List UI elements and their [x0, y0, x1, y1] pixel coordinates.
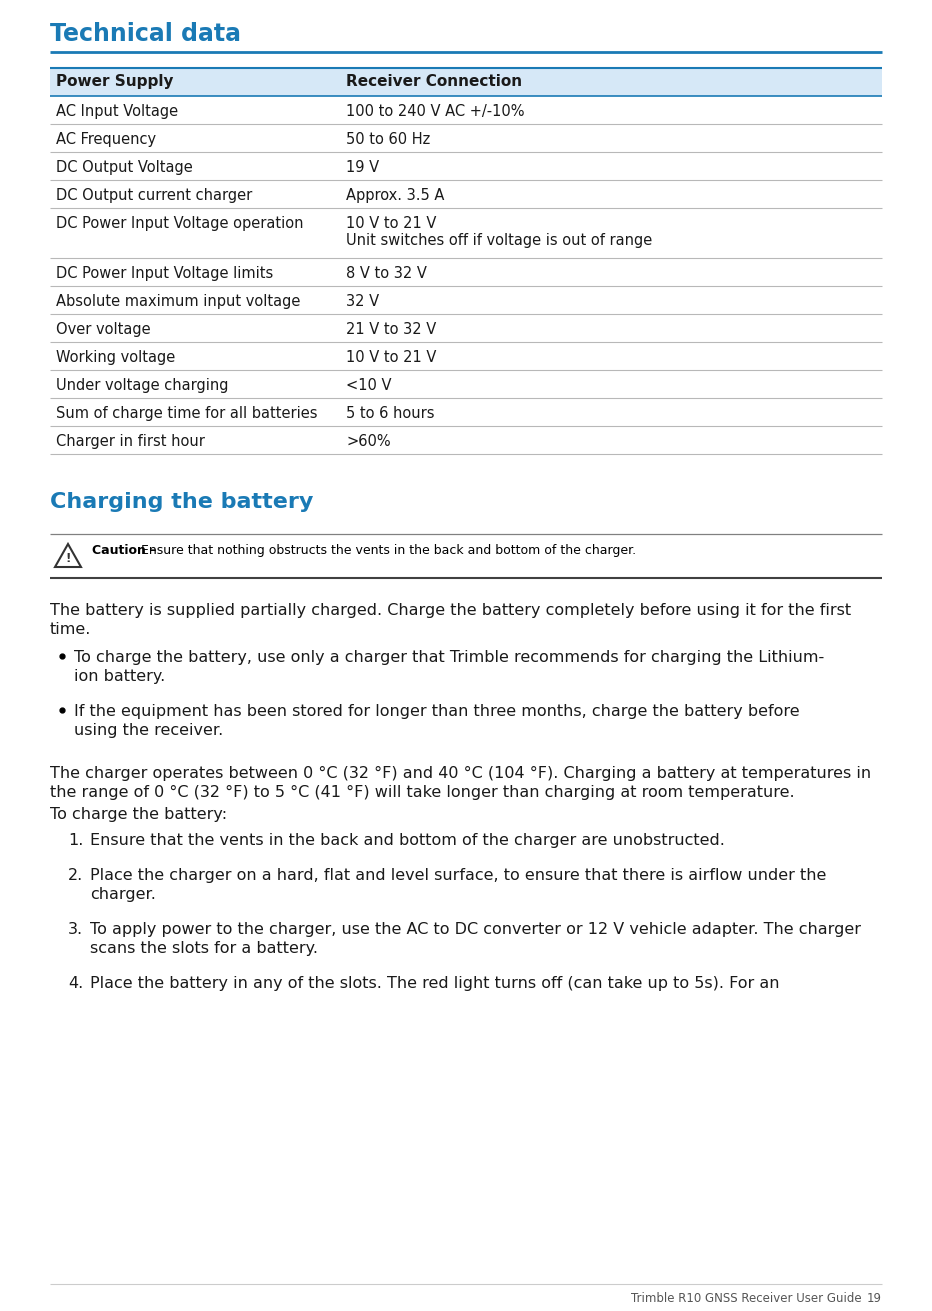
Text: !: ! [65, 552, 71, 565]
Text: To charge the battery:: To charge the battery: [50, 808, 227, 822]
Text: AC Input Voltage: AC Input Voltage [56, 104, 178, 119]
Text: DC Output Voltage: DC Output Voltage [56, 160, 193, 174]
Text: If the equipment has been stored for longer than three months, charge the batter: If the equipment has been stored for lon… [74, 704, 800, 718]
Text: The charger operates between 0 °C (32 °F) and 40 °C (104 °F). Charging a battery: The charger operates between 0 °C (32 °F… [50, 766, 871, 781]
Text: DC Power Input Voltage limits: DC Power Input Voltage limits [56, 266, 273, 281]
Text: 19: 19 [867, 1293, 882, 1304]
Text: Trimble R10 GNSS Receiver User Guide: Trimble R10 GNSS Receiver User Guide [631, 1293, 862, 1304]
Bar [50, 68, 882, 96]
Text: ion battery.: ion battery. [74, 669, 165, 684]
Text: Under voltage charging: Under voltage charging [56, 378, 228, 393]
Text: 10 V to 21 V: 10 V to 21 V [346, 350, 436, 364]
Text: The battery is supplied partially charged. Charge the battery completely before : The battery is supplied partially charge… [50, 603, 851, 617]
Text: Technical data: Technical data [50, 22, 241, 46]
Text: Ensure that the vents in the back and bottom of the charger are unobstructed.: Ensure that the vents in the back and bo… [90, 832, 725, 848]
Text: scans the slots for a battery.: scans the slots for a battery. [90, 941, 318, 956]
Text: Working voltage: Working voltage [56, 350, 175, 364]
Text: Unit switches off if voltage is out of range: Unit switches off if voltage is out of r… [346, 233, 652, 248]
Text: 19 V: 19 V [346, 160, 379, 174]
Text: Receiver Connection: Receiver Connection [346, 73, 522, 89]
Text: 21 V to 32 V: 21 V to 32 V [346, 323, 436, 337]
Text: 3.: 3. [68, 922, 83, 937]
Text: DC Power Input Voltage operation: DC Power Input Voltage operation [56, 216, 304, 231]
Text: 1.: 1. [68, 832, 83, 848]
Text: AC Frequency: AC Frequency [56, 132, 157, 147]
Text: 50 to 60 Hz: 50 to 60 Hz [346, 132, 431, 147]
Text: Ensure that nothing obstructs the vents in the back and bottom of the charger.: Ensure that nothing obstructs the vents … [137, 544, 637, 557]
Text: 2.: 2. [68, 868, 83, 884]
Text: time.: time. [50, 621, 91, 637]
Text: 100 to 240 V AC +/-10%: 100 to 240 V AC +/-10% [346, 104, 525, 119]
Text: 5 to 6 hours: 5 to 6 hours [346, 406, 434, 421]
Text: >60%: >60% [346, 434, 391, 448]
Text: 4.: 4. [68, 975, 83, 991]
Text: To apply power to the charger, use the AC to DC converter or 12 V vehicle adapte: To apply power to the charger, use the A… [90, 922, 861, 937]
Text: Caution –: Caution – [92, 544, 157, 557]
Text: 8 V to 32 V: 8 V to 32 V [346, 266, 427, 281]
Text: Over voltage: Over voltage [56, 323, 151, 337]
Text: 32 V: 32 V [346, 294, 379, 309]
Text: charger.: charger. [90, 888, 156, 902]
Text: Place the charger on a hard, flat and level surface, to ensure that there is air: Place the charger on a hard, flat and le… [90, 868, 827, 884]
Text: DC Output current charger: DC Output current charger [56, 187, 253, 203]
Text: Sum of charge time for all batteries: Sum of charge time for all batteries [56, 406, 318, 421]
Text: the range of 0 °C (32 °F) to 5 °C (41 °F) will take longer than charging at room: the range of 0 °C (32 °F) to 5 °C (41 °F… [50, 785, 795, 800]
Text: 10 V to 21 V: 10 V to 21 V [346, 216, 436, 231]
Text: Absolute maximum input voltage: Absolute maximum input voltage [56, 294, 300, 309]
Text: Approx. 3.5 A: Approx. 3.5 A [346, 187, 445, 203]
Text: <10 V: <10 V [346, 378, 391, 393]
Text: using the receiver.: using the receiver. [74, 722, 224, 738]
Text: Charger in first hour: Charger in first hour [56, 434, 205, 448]
Text: Place the battery in any of the slots. The red light turns off (can take up to 5: Place the battery in any of the slots. T… [90, 975, 779, 991]
Text: Power Supply: Power Supply [56, 73, 173, 89]
Text: To charge the battery, use only a charger that Trimble recommends for charging t: To charge the battery, use only a charge… [74, 650, 824, 665]
Text: Charging the battery: Charging the battery [50, 492, 313, 513]
